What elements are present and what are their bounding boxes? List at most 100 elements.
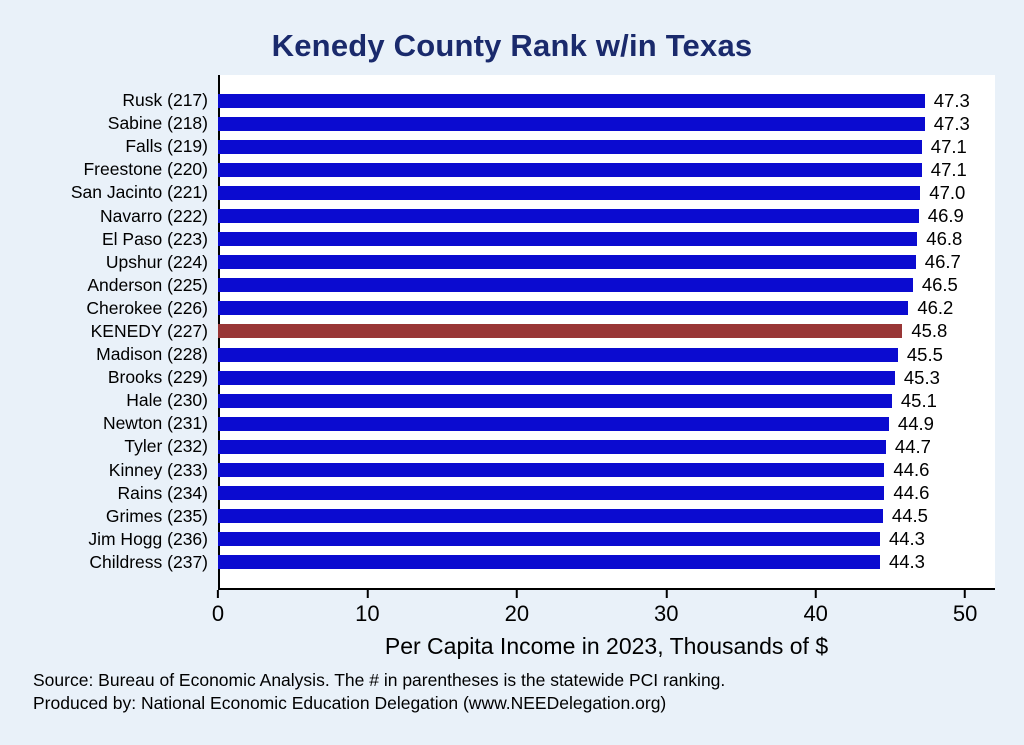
- bar-track: 45.3: [218, 366, 995, 389]
- bar: [218, 116, 925, 131]
- bar-row: Tyler (232) 44.7: [0, 435, 995, 458]
- bar-track: 46.8: [218, 228, 995, 251]
- bar-row: Kinney (233) 44.6: [0, 459, 995, 482]
- value-label: 46.5: [921, 274, 958, 296]
- category-label: Kinney (233): [108, 459, 208, 480]
- category-label: Cherokee (226): [86, 297, 208, 318]
- bar: [218, 347, 898, 362]
- value-label: 46.9: [927, 205, 964, 227]
- chart-title: Kenedy County Rank w/in Texas: [271, 28, 753, 63]
- value-label: 47.3: [933, 89, 970, 111]
- bar: [218, 255, 916, 270]
- bar-row: Falls (219) 47.1: [0, 135, 995, 158]
- tick-label: 10: [355, 601, 380, 626]
- value-label: 45.8: [911, 320, 948, 342]
- bar-track: 45.8: [218, 320, 995, 343]
- tick-mark: [964, 590, 967, 598]
- bar-track: 44.9: [218, 412, 995, 435]
- bar: [218, 486, 885, 501]
- category-label: Madison (228): [96, 344, 208, 365]
- x-tick: 50: [953, 590, 977, 627]
- bar: [218, 139, 922, 154]
- bar: [218, 162, 922, 177]
- value-label: 44.7: [894, 435, 931, 457]
- bar-row: Navarro (222) 46.9: [0, 204, 995, 227]
- bar-track: 47.1: [218, 158, 995, 181]
- bar-row: Newton (231) 44.9: [0, 412, 995, 435]
- bar: [218, 93, 925, 108]
- bar-row: KENEDY (227) 45.8: [0, 320, 995, 343]
- bar-row: Rusk (217) 47.3: [0, 89, 995, 112]
- bar-rows: Rusk (217) 47.3 Sabine (218) 47.3 Falls (219…: [0, 75, 995, 590]
- produced-text: Produced by: National Economic Education…: [33, 693, 667, 714]
- x-tick: 0: [212, 590, 224, 627]
- bar-track: 46.5: [218, 274, 995, 297]
- bar: [218, 509, 883, 524]
- bar-track: 44.5: [218, 505, 995, 528]
- bar: [218, 370, 895, 385]
- value-label: 47.1: [930, 158, 967, 180]
- category-label: Jim Hogg (236): [88, 528, 208, 549]
- value-label: 47.3: [933, 112, 970, 134]
- x-axis-label: Per Capita Income in 2023, Thousands of …: [384, 633, 829, 659]
- category-label: Newton (231): [102, 413, 208, 434]
- footer: Source: Bureau of Economic Analysis. The…: [33, 669, 725, 715]
- tick-mark: [217, 590, 219, 598]
- bar-row: Brooks (229) 45.3: [0, 366, 995, 389]
- bar: [218, 232, 918, 247]
- bar: [218, 463, 885, 478]
- bar: [218, 532, 880, 547]
- bar-track: 47.3: [218, 112, 995, 135]
- bar-track: 44.3: [218, 551, 995, 574]
- category-label: Sabine (218): [107, 113, 208, 134]
- category-label: Tyler (232): [124, 436, 208, 457]
- bar-track: 45.5: [218, 343, 995, 366]
- category-label: Freestone (220): [83, 159, 208, 180]
- source-text: Source: Bureau of Economic Analysis. The…: [33, 670, 726, 690]
- tick-mark: [814, 590, 817, 598]
- tick-label: 0: [211, 601, 225, 626]
- value-label: 44.3: [888, 528, 925, 550]
- bar-track: 44.7: [218, 435, 995, 458]
- bar-row: Hale (230) 45.1: [0, 389, 995, 412]
- bar: [218, 416, 889, 431]
- bar-row: Rains (234) 44.6: [0, 482, 995, 505]
- category-label: Brooks (229): [107, 367, 208, 388]
- bar-track: 45.1: [218, 389, 995, 412]
- bar: [218, 301, 909, 316]
- value-label: 45.3: [903, 366, 940, 388]
- bar-row: Upshur (224) 46.7: [0, 251, 995, 274]
- value-label: 46.2: [917, 297, 954, 319]
- value-label: 44.3: [888, 551, 925, 573]
- category-label: Rains (234): [117, 482, 208, 503]
- x-tick: 30: [654, 590, 679, 627]
- bar-track: 44.3: [218, 528, 995, 551]
- category-label: San Jacinto (221): [70, 182, 208, 203]
- x-axis: 0 10 20 30 40 50: [212, 590, 995, 635]
- highlight-bar: [218, 324, 903, 339]
- value-label: 46.7: [924, 251, 961, 273]
- bar-track: 46.9: [218, 204, 995, 227]
- tick-label: 20: [504, 601, 530, 626]
- tick-label: 40: [803, 601, 828, 626]
- chart-area: Rusk (217) 47.3 Sabine (218) 47.3 Falls (219…: [0, 75, 1024, 590]
- tick-mark: [366, 590, 369, 598]
- bar-row: El Paso (223) 46.8: [0, 228, 995, 251]
- bar-track: 44.6: [218, 482, 995, 505]
- bar: [218, 185, 921, 200]
- bar-row: Anderson (225) 46.5: [0, 274, 995, 297]
- value-label: 44.5: [891, 505, 928, 527]
- category-label: Anderson (225): [87, 274, 208, 295]
- bar: [218, 439, 886, 454]
- value-label: 46.8: [926, 228, 963, 250]
- value-label: 44.9: [897, 412, 934, 434]
- tick-label: 50: [952, 601, 978, 626]
- category-label: Grimes (235): [105, 505, 208, 526]
- category-label: El Paso (223): [101, 228, 208, 249]
- tick-mark: [515, 590, 518, 598]
- bar-row: Freestone (220) 47.1: [0, 158, 995, 181]
- bar: [218, 278, 913, 293]
- tick-mark: [665, 590, 668, 598]
- bar-track: 46.7: [218, 251, 995, 274]
- bar-row: Madison (228) 45.5: [0, 343, 995, 366]
